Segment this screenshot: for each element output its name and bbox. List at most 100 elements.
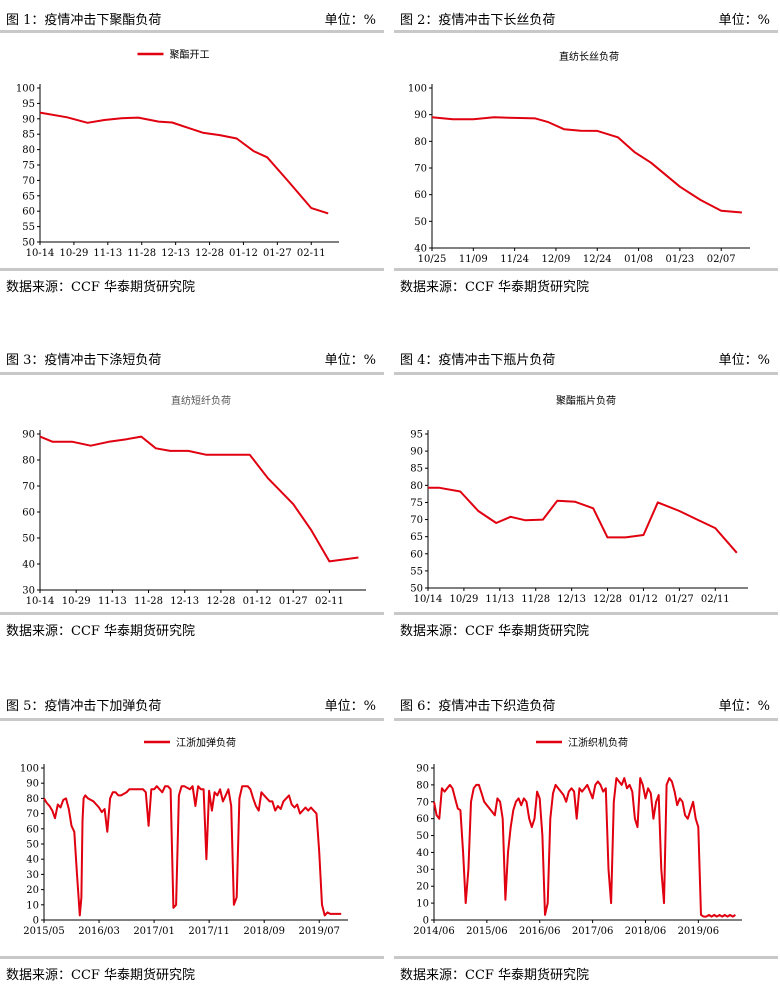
x-tick-label: 01-27 <box>263 248 292 259</box>
y-tick-label: 85 <box>22 130 35 141</box>
unit-label: 单位：% <box>718 13 770 28</box>
y-tick-label: 40 <box>26 855 39 866</box>
x-tick-label: 12-13 <box>161 248 190 259</box>
panel-header: 图 1：疫情冲击下聚酯负荷 单位：% <box>0 6 384 30</box>
x-tick-label: 01/23 <box>665 254 694 265</box>
y-tick-label: 10 <box>416 899 429 910</box>
y-tick-label: 70 <box>22 482 35 493</box>
y-tick-label: 70 <box>26 809 39 820</box>
x-tick-label: 2016/03 <box>78 926 120 937</box>
x-tick-label: 01/08 <box>624 254 653 265</box>
y-tick-label: 90 <box>22 430 35 441</box>
x-tick-label: 11-13 <box>98 596 127 607</box>
x-tick-label: 02/07 <box>707 254 736 265</box>
y-tick-label: 90 <box>416 764 429 775</box>
x-tick-label: 12/09 <box>542 254 571 265</box>
x-tick-label: 12/28 <box>593 594 622 605</box>
chart-title: 图 5：疫情冲击下加弹负荷 <box>6 699 162 714</box>
y-tick-label: 20 <box>416 882 429 893</box>
line-chart: 0 10 20 30 40 50 60 70 80 90 2014/06 2015/06 2016/06… <box>413 736 742 937</box>
y-tick-label: 40 <box>416 848 429 859</box>
chart-title: 图 6：疫情冲击下织造负荷 <box>400 699 556 714</box>
panel-header: 图 5：疫情冲击下加弹负荷 单位：% <box>0 692 384 716</box>
y-tick-label: 80 <box>26 794 39 805</box>
line-chart: 50 55 60 65 70 75 80 85 90 95 10/14 10/29 11/13 11/28… <box>410 394 748 605</box>
x-tick-label: 2018/06 <box>625 926 667 937</box>
y-tick-label: 50 <box>22 238 35 249</box>
y-tick-label: 60 <box>26 824 39 835</box>
data-source: 数据来源：CCF 华泰期货研究院 <box>400 624 590 639</box>
header-rule <box>0 30 384 33</box>
line-chart: 50 55 60 65 70 75 80 85 90 95 100 10-14 10-29 11-13 11… <box>16 49 339 259</box>
data-source: 数据来源：CCF 华泰期货研究院 <box>6 968 196 983</box>
unit-label: 单位：% <box>324 699 376 714</box>
panel-header: 图 6：疫情冲击下织造负荷 单位：% <box>394 692 778 716</box>
y-tick-label: 70 <box>22 176 35 187</box>
x-tick-label: 11/09 <box>459 254 488 265</box>
x-tick-label: 02/11 <box>701 594 730 605</box>
x-tick-label: 2019/07 <box>298 926 340 937</box>
footer-rule <box>0 268 384 271</box>
x-tick-label: 02-11 <box>297 248 326 259</box>
data-source: 数据来源：CCF 华泰期货研究院 <box>6 280 196 295</box>
x-tick-label: 01/12 <box>629 594 658 605</box>
y-tick-label: 80 <box>22 145 35 156</box>
x-tick-label: 12/24 <box>583 254 612 265</box>
header-rule <box>394 372 778 375</box>
y-tick-label: 80 <box>414 137 427 148</box>
x-tick-label: 2017/11 <box>188 926 230 937</box>
y-tick-label: 80 <box>22 456 35 467</box>
x-tick-label: 12-13 <box>170 596 199 607</box>
chart-title: 图 1：疫情冲击下聚酯负荷 <box>6 13 162 28</box>
series-line <box>431 116 742 214</box>
legend-label: 江浙加弹负荷 <box>176 736 236 749</box>
y-tick-label: 65 <box>22 191 35 202</box>
x-tick-label: 2015/05 <box>23 926 65 937</box>
y-tick-label: 80 <box>410 481 423 492</box>
y-tick-label: 50 <box>410 584 423 595</box>
unit-label: 单位：% <box>718 353 770 368</box>
footer-rule <box>394 268 778 271</box>
x-tick-label: 01/27 <box>665 594 694 605</box>
chart-inner-title: 直纺短纤负荷 <box>171 394 231 407</box>
y-tick-label: 100 <box>20 764 39 775</box>
y-tick-label: 30 <box>416 865 429 876</box>
x-tick-label: 10-14 <box>26 248 55 259</box>
series-line <box>39 111 329 215</box>
y-tick-label: 85 <box>410 464 423 475</box>
series-line <box>39 435 359 563</box>
y-tick-label: 65 <box>410 532 423 543</box>
y-tick-label: 75 <box>410 498 423 509</box>
line-chart: 0 10 20 30 40 50 60 70 80 90 100 2015/05 2016/03 2017… <box>20 736 348 937</box>
y-tick-label: 40 <box>414 244 427 255</box>
x-tick-label: 11-28 <box>134 596 163 607</box>
x-tick-label: 10-14 <box>26 596 55 607</box>
y-tick-label: 60 <box>22 508 35 519</box>
y-tick-label: 50 <box>26 840 39 851</box>
x-tick-label: 10-29 <box>59 248 88 259</box>
y-tick-label: 60 <box>22 207 35 218</box>
panel-header: 图 2：疫情冲击下长丝负荷 单位：% <box>394 6 778 30</box>
y-tick-label: 55 <box>22 222 35 233</box>
y-tick-label: 50 <box>414 217 427 228</box>
chart-inner-title: 聚酯瓶片负荷 <box>556 394 616 407</box>
x-tick-label: 11-28 <box>127 248 156 259</box>
chart-inner-title: 直纺长丝负荷 <box>559 50 619 63</box>
footer-rule <box>394 612 778 615</box>
y-tick-label: 60 <box>410 549 423 560</box>
x-tick-label: 02-11 <box>315 596 344 607</box>
unit-label: 单位：% <box>324 13 376 28</box>
y-tick-label: 100 <box>16 84 35 95</box>
data-source: 数据来源：CCF 华泰期货研究院 <box>400 280 590 295</box>
chart-title: 图 3：疫情冲击下涤短负荷 <box>6 353 162 368</box>
y-tick-label: 0 <box>33 916 39 927</box>
panel-header: 图 3：疫情冲击下涤短负荷 单位：% <box>0 346 384 370</box>
x-tick-label: 10/29 <box>449 594 478 605</box>
x-tick-label: 11/24 <box>500 254 529 265</box>
x-tick-label: 10/14 <box>414 594 443 605</box>
y-tick-label: 40 <box>22 560 35 571</box>
y-tick-label: 70 <box>414 164 427 175</box>
footer-rule <box>0 956 384 959</box>
series-line <box>433 777 736 918</box>
x-tick-label: 11/13 <box>485 594 514 605</box>
